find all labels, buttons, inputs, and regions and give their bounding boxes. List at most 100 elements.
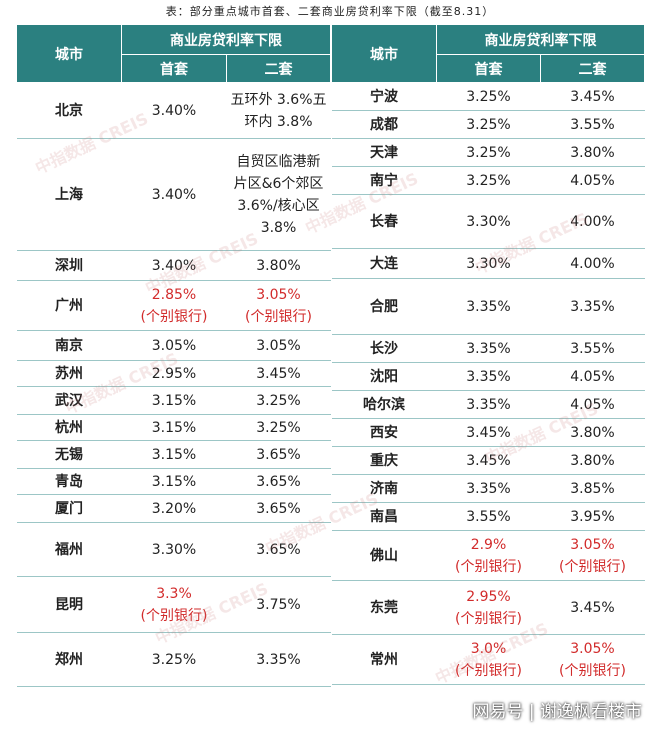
second-home-rate-cell-line: 3.65% bbox=[256, 541, 301, 558]
first-home-rate-cell: 3.45% bbox=[436, 446, 541, 475]
table-row: 天津 3.25% 3.80% bbox=[331, 138, 645, 167]
second-home-rate-cell-line: 3.45% bbox=[256, 365, 301, 382]
table-row: 昆明 3.3% (个别银行) 3.75% bbox=[16, 576, 331, 633]
first-home-rate-cell: 3.35% bbox=[436, 362, 541, 391]
city-cell: 东莞 bbox=[331, 580, 437, 635]
second-home-rate-cell-line: (个别银行) bbox=[245, 308, 312, 325]
second-home-rate-cell-line: 3.65% bbox=[256, 500, 301, 517]
first-home-rate-cell-line: 3.35% bbox=[466, 340, 511, 357]
first-home-rate-cell-line: 3.20% bbox=[151, 500, 197, 517]
first-home-rate-cell-line: 3.45% bbox=[466, 424, 511, 441]
city-cell: 大连 bbox=[331, 248, 437, 279]
second-home-rate-cell-line: 环内 3.8% bbox=[244, 113, 313, 130]
city-cell: 昆明 bbox=[16, 576, 122, 633]
first-home-header: 首套 bbox=[436, 54, 541, 83]
table-row: 重庆 3.45% 3.80% bbox=[331, 446, 645, 475]
first-home-rate-cell-line: 3.35% bbox=[466, 368, 511, 385]
city-cell: 佛山 bbox=[331, 530, 437, 581]
table-row: 福州 3.30% 3.65% bbox=[16, 522, 331, 577]
first-home-rate-cell: 3.55% bbox=[436, 502, 541, 531]
first-home-rate-cell-line: 3.3% bbox=[156, 585, 192, 602]
first-home-rate-cell: 3.40% bbox=[121, 138, 227, 251]
first-home-rate-cell-line: (个别银行) bbox=[140, 308, 208, 325]
first-home-rate-cell-line: 3.40% bbox=[151, 102, 197, 119]
city-cell: 宁波 bbox=[331, 82, 437, 111]
table-row: 上海 3.40% 自贸区临港新 片区&6个郊区 3.6%/核心区 3.8% bbox=[16, 138, 331, 251]
second-home-rate-cell: 3.80% bbox=[540, 138, 645, 167]
city-cell: 北京 bbox=[16, 82, 122, 139]
table-row: 武汉 3.15% 3.25% bbox=[16, 386, 331, 415]
first-home-rate-cell: 3.05% bbox=[121, 330, 227, 361]
city-cell: 南京 bbox=[16, 330, 122, 361]
table-caption: 表：部分重点城市首套、二套商业房贷利率下限（截至8.31） bbox=[165, 5, 495, 18]
first-home-rate-cell-line: 3.05% bbox=[151, 337, 197, 354]
second-home-rate-cell-line: 3.55% bbox=[570, 340, 615, 357]
first-home-rate-cell: 2.9% (个别银行) bbox=[436, 530, 541, 581]
first-home-rate-cell: 3.25% bbox=[436, 82, 541, 111]
first-home-rate-cell-line: 3.15% bbox=[151, 419, 197, 436]
second-home-rate-cell: 4.05% bbox=[540, 362, 645, 391]
first-home-rate-cell-line: 3.25% bbox=[151, 651, 197, 668]
second-home-rate-cell-line: (个别银行) bbox=[559, 558, 626, 575]
second-home-rate-cell: 4.00% bbox=[540, 194, 645, 249]
second-home-rate-cell-line: 3.80% bbox=[256, 257, 301, 274]
rate-group-header: 商业房贷利率下限 bbox=[436, 24, 645, 55]
second-home-rate-cell: 3.35% bbox=[540, 278, 645, 335]
second-home-rate-cell-line: 3.25% bbox=[256, 392, 301, 409]
second-home-header: 二套 bbox=[540, 54, 645, 83]
second-home-rate-cell: 3.80% bbox=[226, 250, 331, 281]
first-home-rate-cell: 3.25% bbox=[436, 166, 541, 195]
first-home-rate-cell: 3.25% bbox=[436, 138, 541, 167]
first-home-rate-cell-line: (个别银行) bbox=[455, 558, 522, 575]
first-home-rate-cell: 3.30% bbox=[436, 248, 541, 279]
first-home-rate-cell-line: (个别银行) bbox=[455, 662, 522, 679]
first-home-rate-cell: 3.35% bbox=[436, 390, 541, 419]
second-home-rate-cell: 自贸区临港新 片区&6个郊区 3.6%/核心区 3.8% bbox=[226, 138, 331, 251]
first-home-rate-cell-line: 3.30% bbox=[466, 255, 511, 272]
second-home-rate-cell-line: 3.05% bbox=[570, 536, 615, 553]
first-home-rate-cell: 3.35% bbox=[436, 474, 541, 503]
second-home-rate-cell-line: 3.8% bbox=[260, 219, 297, 236]
table-row: 东莞 2.95% (个别银行) 3.45% bbox=[331, 580, 645, 635]
city-cell: 广州 bbox=[16, 280, 122, 331]
city-cell: 福州 bbox=[16, 522, 122, 577]
second-home-rate-cell-line: 3.05% bbox=[256, 337, 301, 354]
first-home-rate-cell-line: 3.25% bbox=[466, 116, 511, 133]
first-home-header: 首套 bbox=[121, 54, 227, 83]
rate-group-header: 商业房贷利率下限 bbox=[121, 24, 331, 55]
first-home-rate-cell: 3.3% (个别银行) bbox=[121, 576, 227, 633]
second-home-rate-cell-line: (个别银行) bbox=[559, 662, 626, 679]
table-row: 长春 3.30% 4.00% bbox=[331, 194, 645, 249]
city-cell: 济南 bbox=[331, 474, 437, 503]
first-home-rate-cell: 3.20% bbox=[121, 494, 227, 523]
table-row: 宁波 3.25% 3.45% bbox=[331, 82, 645, 111]
first-home-rate-cell-line: 3.30% bbox=[466, 213, 511, 230]
first-home-rate-cell-line: 3.40% bbox=[151, 257, 197, 274]
table-row: 厦门 3.20% 3.65% bbox=[16, 494, 331, 523]
second-home-rate-cell-line: 片区&6个郊区 bbox=[233, 175, 324, 192]
right-table-body: 宁波 3.25% 3.45% 成都 3.25% 3.55% 天津 3.25% 3.80% 南宁 3.… bbox=[331, 82, 645, 685]
table-row: 长沙 3.35% 3.55% bbox=[331, 334, 645, 363]
first-home-rate-cell-line: 3.40% bbox=[151, 186, 197, 203]
first-home-rate-cell-line: 2.9% bbox=[470, 536, 507, 553]
table-row: 沈阳 3.35% 4.05% bbox=[331, 362, 645, 391]
first-home-rate-cell-line: 2.95% bbox=[466, 588, 511, 605]
second-home-rate-cell: 3.65% bbox=[226, 440, 331, 469]
city-cell: 武汉 bbox=[16, 386, 122, 415]
table-row: 西安 3.45% 3.80% bbox=[331, 418, 645, 447]
first-home-rate-cell: 3.45% bbox=[436, 418, 541, 447]
second-home-rate-cell-line: 4.00% bbox=[570, 213, 615, 230]
city-cell: 天津 bbox=[331, 138, 437, 167]
second-home-rate-cell: 3.05% bbox=[226, 330, 331, 361]
first-home-rate-cell-line: 3.25% bbox=[466, 172, 511, 189]
first-home-rate-cell: 3.30% bbox=[121, 522, 227, 577]
table-row: 苏州 2.95% 3.45% bbox=[16, 360, 331, 387]
table-row: 北京 3.40% 五环外 3.6%五 环内 3.8% bbox=[16, 82, 331, 139]
table-row: 南昌 3.55% 3.95% bbox=[331, 502, 645, 531]
second-home-rate-cell-line: 3.65% bbox=[256, 473, 301, 490]
first-home-rate-cell-line: 3.15% bbox=[151, 392, 197, 409]
second-home-rate-cell-line: 自贸区临港新 bbox=[236, 153, 321, 170]
second-home-rate-cell-line: 3.6%/核心区 bbox=[237, 197, 320, 214]
second-home-rate-cell: 3.45% bbox=[226, 360, 331, 387]
left-rate-table: 城市 商业房贷利率下限 首套 二套 北京 3.40% 五环外 3.6%五 环内 3.8… bbox=[16, 24, 331, 687]
